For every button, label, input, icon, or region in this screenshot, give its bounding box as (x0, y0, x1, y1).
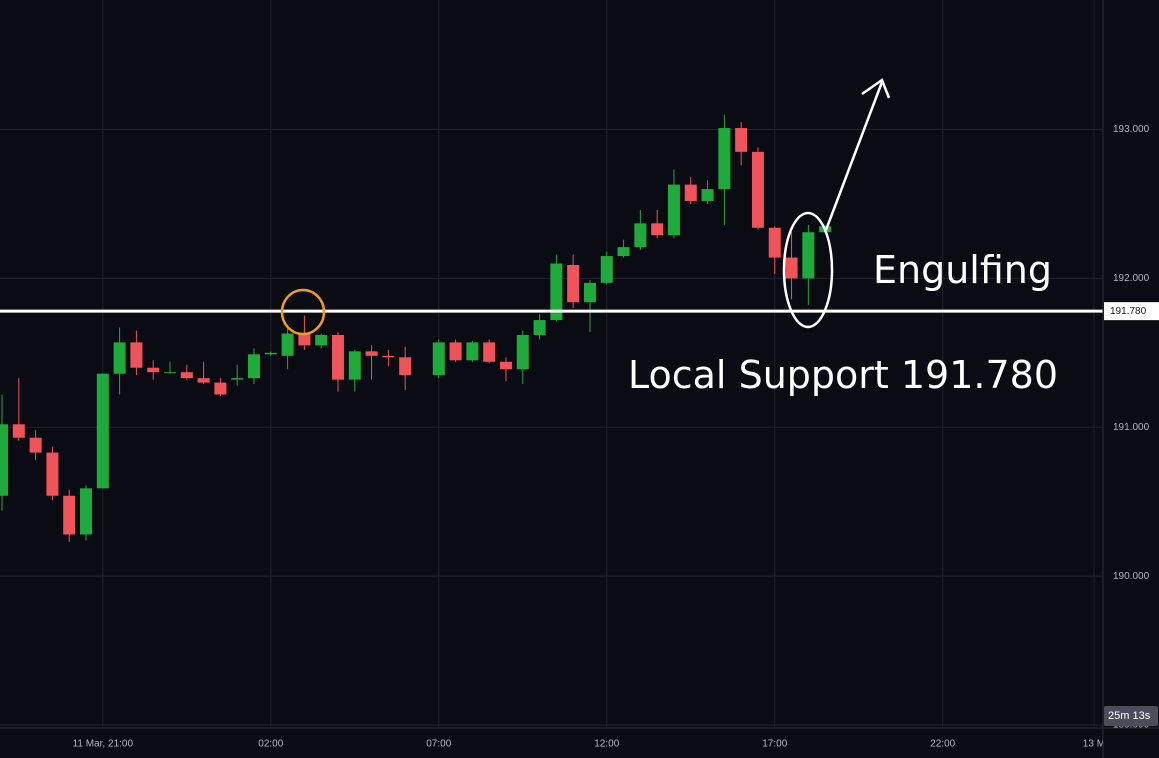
candle-body (46, 452, 59, 496)
candle-body (550, 263, 563, 321)
candle-body (399, 357, 412, 376)
candle-body (180, 372, 193, 379)
candle-body (147, 367, 160, 373)
candle-body (382, 355, 395, 358)
candle-body (432, 342, 445, 376)
candle-body (315, 334, 328, 346)
candle-body (499, 361, 512, 370)
candle-body (281, 333, 294, 356)
x-tick-label: 02:00 (258, 739, 283, 750)
candle-body (617, 247, 630, 257)
candle-body (449, 342, 462, 361)
candle-body (600, 256, 613, 283)
y-tick-label: 192.000 (1113, 273, 1150, 284)
candle-body (802, 232, 815, 279)
candle-body (768, 227, 781, 258)
annotation-text: Engulfing (873, 248, 1052, 292)
candle-body (516, 334, 529, 370)
candle-body (735, 128, 748, 152)
annotations: Engulfing Local Support 191.780 (280, 78, 1058, 397)
x-tick-label: 11 Mar, 21:00 (73, 739, 134, 750)
candle-body (264, 352, 277, 355)
arrow-head (861, 78, 891, 99)
candle-body (483, 342, 496, 362)
candle-body (583, 282, 596, 303)
candle-body (214, 382, 227, 395)
candle-body (63, 495, 76, 535)
countdown: 25m 13s (1108, 710, 1151, 722)
candle-body (567, 264, 580, 303)
candle-body (164, 372, 177, 374)
y-tick-label: 191.000 (1113, 422, 1150, 433)
candle-body (667, 184, 680, 236)
candle-body (331, 334, 344, 380)
candle-body (80, 488, 93, 535)
candle-body (533, 320, 546, 335)
candle-body (113, 342, 126, 374)
price-label-box (1104, 302, 1159, 321)
candle-body (785, 257, 798, 279)
candle-body (96, 373, 109, 489)
candle-body (247, 354, 260, 379)
highlight-circle (280, 288, 326, 336)
grid (0, 0, 1103, 728)
candles (0, 114, 1103, 542)
candle-body (130, 342, 143, 368)
candle-body (634, 223, 647, 248)
x-tick-label: 22:00 (930, 739, 955, 750)
countdown-box (1104, 706, 1158, 726)
x-tick-label: 13 M (1083, 739, 1105, 750)
candle-body (197, 378, 210, 383)
candle-body (466, 342, 479, 361)
candle-body (651, 223, 664, 236)
x-tick-label: 12:00 (594, 739, 619, 750)
candle-body (298, 333, 311, 346)
arrow-shaft (824, 81, 884, 231)
candle-body (701, 189, 714, 201)
annotation-text: Local Support 191.780 (628, 353, 1058, 397)
candle-body (29, 437, 42, 453)
candle-body (231, 378, 244, 380)
candle-body (365, 351, 378, 356)
candle-body (0, 424, 9, 496)
candle-body (684, 184, 697, 201)
x-tick-label: 07:00 (426, 739, 451, 750)
x-tick-label: 17:00 (762, 739, 787, 750)
candle-body (348, 351, 361, 380)
candle-body (718, 128, 731, 190)
y-tick-label: 190.000 (1113, 571, 1150, 582)
price-label: 191.780 (1110, 306, 1147, 317)
candle-body (751, 151, 764, 228)
y-tick-label: 193.000 (1113, 124, 1150, 135)
highlight-ellipse (782, 211, 834, 329)
candle-body (12, 424, 25, 438)
